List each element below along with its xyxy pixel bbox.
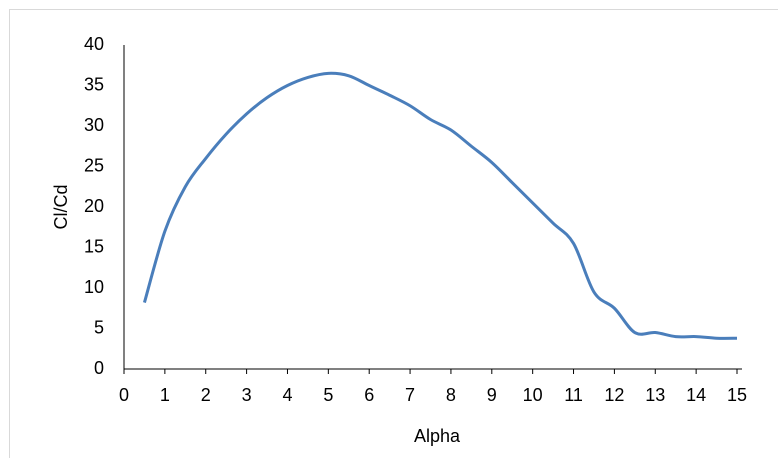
y-tick-label: 0 (94, 358, 104, 378)
y-tick-label: 20 (84, 196, 104, 216)
x-tick-label: 12 (604, 385, 624, 405)
x-tick-label: 9 (487, 385, 497, 405)
x-tick-label: 7 (405, 385, 415, 405)
x-tick-label: 5 (323, 385, 333, 405)
x-tick-label: 13 (645, 385, 665, 405)
x-tick-label: 4 (282, 385, 292, 405)
x-tick-label: 3 (242, 385, 252, 405)
y-axis-label: Cl/Cd (51, 184, 71, 229)
y-tick-label: 5 (94, 317, 104, 337)
x-tick-label: 15 (727, 385, 747, 405)
x-tick-label: 11 (564, 385, 583, 405)
x-tick-label: 2 (201, 385, 211, 405)
x-tick-label: 10 (523, 385, 543, 405)
x-tick-label: 6 (364, 385, 374, 405)
x-axis-label: Alpha (414, 426, 461, 446)
y-tick-label: 30 (84, 115, 104, 135)
x-tick-label: 8 (446, 385, 456, 405)
line-series (144, 73, 737, 338)
y-tick-label: 35 (84, 74, 104, 94)
x-tick-label: 0 (119, 385, 129, 405)
y-tick-label: 10 (84, 277, 104, 297)
x-tick-label: 14 (686, 385, 706, 405)
x-tick-label: 1 (160, 385, 170, 405)
y-tick-label: 25 (84, 155, 104, 175)
y-tick-label: 40 (84, 34, 104, 54)
y-tick-label: 15 (84, 236, 104, 256)
